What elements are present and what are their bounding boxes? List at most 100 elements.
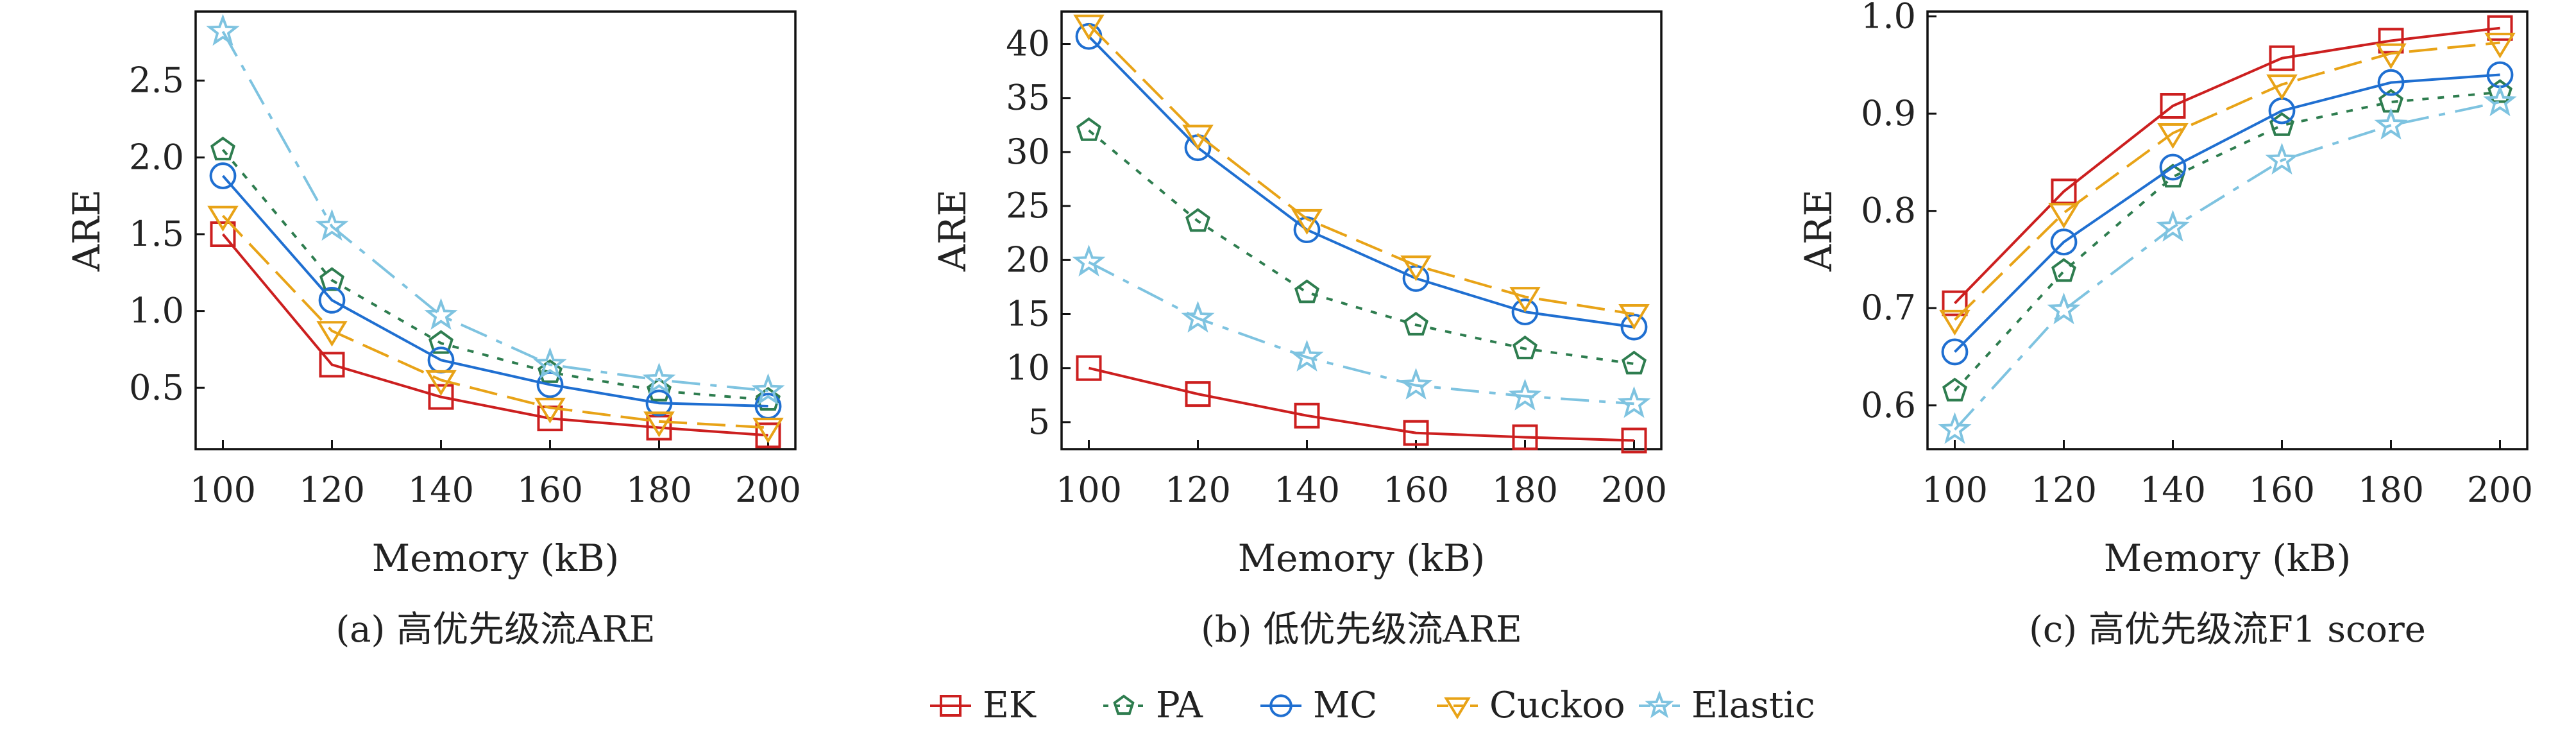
panel-caption: (b) 低优先级流ARE [1201,609,1522,651]
legend-item-elastic: Elastic [1639,685,1815,726]
x-tick-label: 100 [1056,470,1122,510]
data-point [1512,424,1538,450]
x-tick-label: 160 [2249,470,2315,510]
data-point [2050,228,2078,256]
data-point [210,221,236,247]
y-tick-label: 0.7 [1861,287,1916,328]
legend-label: Cuckoo [1489,685,1625,726]
x-tick-label: 180 [2358,470,2424,510]
data-point [428,384,454,410]
data-point [2377,69,2405,96]
series-ek [1076,355,1647,454]
series-line [1954,26,2500,305]
series-mc [209,162,782,420]
x-tick-label: 120 [1165,470,1231,510]
data-point [209,162,237,189]
data-point [1617,386,1651,418]
series-line [1954,100,2500,431]
data-point [2375,43,2407,69]
data-point [1403,311,1428,336]
x-tick-label: 140 [2140,470,2206,510]
data-point [1185,208,1210,232]
data-point [1618,304,1650,330]
data-point [1509,287,1541,313]
series-line [1954,41,2500,321]
data-point [1513,335,1538,359]
series-line [1088,129,1634,365]
legend-marker [1645,690,1674,719]
series-mc [1941,61,2514,366]
data-point [1399,368,1433,400]
x-tick-label: 120 [2031,470,2097,510]
data-point [752,417,784,444]
data-point [319,267,344,291]
data-point [1939,309,1970,336]
y-tick-label: 0.8 [1861,191,1916,231]
data-point [2266,74,2298,101]
x-tick-label: 140 [1274,470,1340,510]
data-point [2483,84,2517,117]
series-line [1954,90,2500,392]
data-point [315,209,349,241]
y-tick-label: 1.0 [129,291,184,331]
y-tick-label: 1.0 [1861,0,1916,37]
data-point [2051,258,2076,282]
plot-frame [194,10,797,450]
series-elastic [206,13,785,406]
y-tick-label: 0.9 [1861,93,1916,133]
x-tick-label: 120 [299,470,365,510]
data-point [1294,402,1320,429]
data-point [319,352,345,378]
y-tick-label: 5 [1028,402,1050,442]
series-pa [210,136,781,411]
data-point [533,347,567,379]
legend-item-mc: MC [1260,685,1377,726]
series-line [221,31,768,393]
x-axis-label: Memory (kB) [372,536,620,580]
data-point [536,371,564,398]
data-point [1182,124,1214,151]
y-tick-label: 15 [1006,294,1050,334]
x-tick-label: 200 [1601,470,1667,510]
data-point [755,422,781,448]
data-point [1621,427,1647,454]
series-line [221,149,768,402]
x-tick-label: 200 [735,470,801,510]
data-point [645,389,673,417]
data-point [1072,244,1106,277]
data-point [534,397,566,423]
data-point [316,321,348,347]
data-point [2160,93,2186,119]
data-point [1511,298,1539,326]
series-line [221,233,768,437]
y-tick-label: 20 [1006,239,1050,280]
x-axis-label: Memory (kB) [1238,536,1486,580]
data-point [2156,210,2190,242]
series-cuckoo [1939,32,2516,336]
panel-caption: (c) 高优先级流F1 score [2029,609,2426,651]
x-tick-label: 160 [1383,470,1449,510]
data-point [1294,279,1319,303]
data-point [1938,412,1972,444]
data-point [318,286,346,314]
y-tick-label: 40 [1006,24,1050,64]
data-point [2157,123,2189,149]
data-point [1400,255,1432,282]
series-line [221,175,768,407]
y-tick-label: 0.5 [129,367,184,407]
data-point [2484,32,2516,59]
data-point [2269,45,2295,71]
data-point [756,386,781,411]
legend-item-cuckoo: Cuckoo [1437,685,1625,726]
y-tick-label: 2.0 [129,137,184,177]
chart-panel-1: 0.5 1.0 1.5 2.0 2.5 100 120 140 160 180 200 Memory … [65,10,801,651]
data-point [647,377,672,402]
data-point [207,205,239,232]
x-tick-label: 200 [2467,470,2533,510]
data-point [643,411,675,438]
data-point [206,13,240,46]
x-tick-label: 100 [190,470,256,510]
data-point [428,330,453,354]
data-point [1076,355,1102,381]
x-axis-label: Memory (kB) [2104,536,2351,580]
